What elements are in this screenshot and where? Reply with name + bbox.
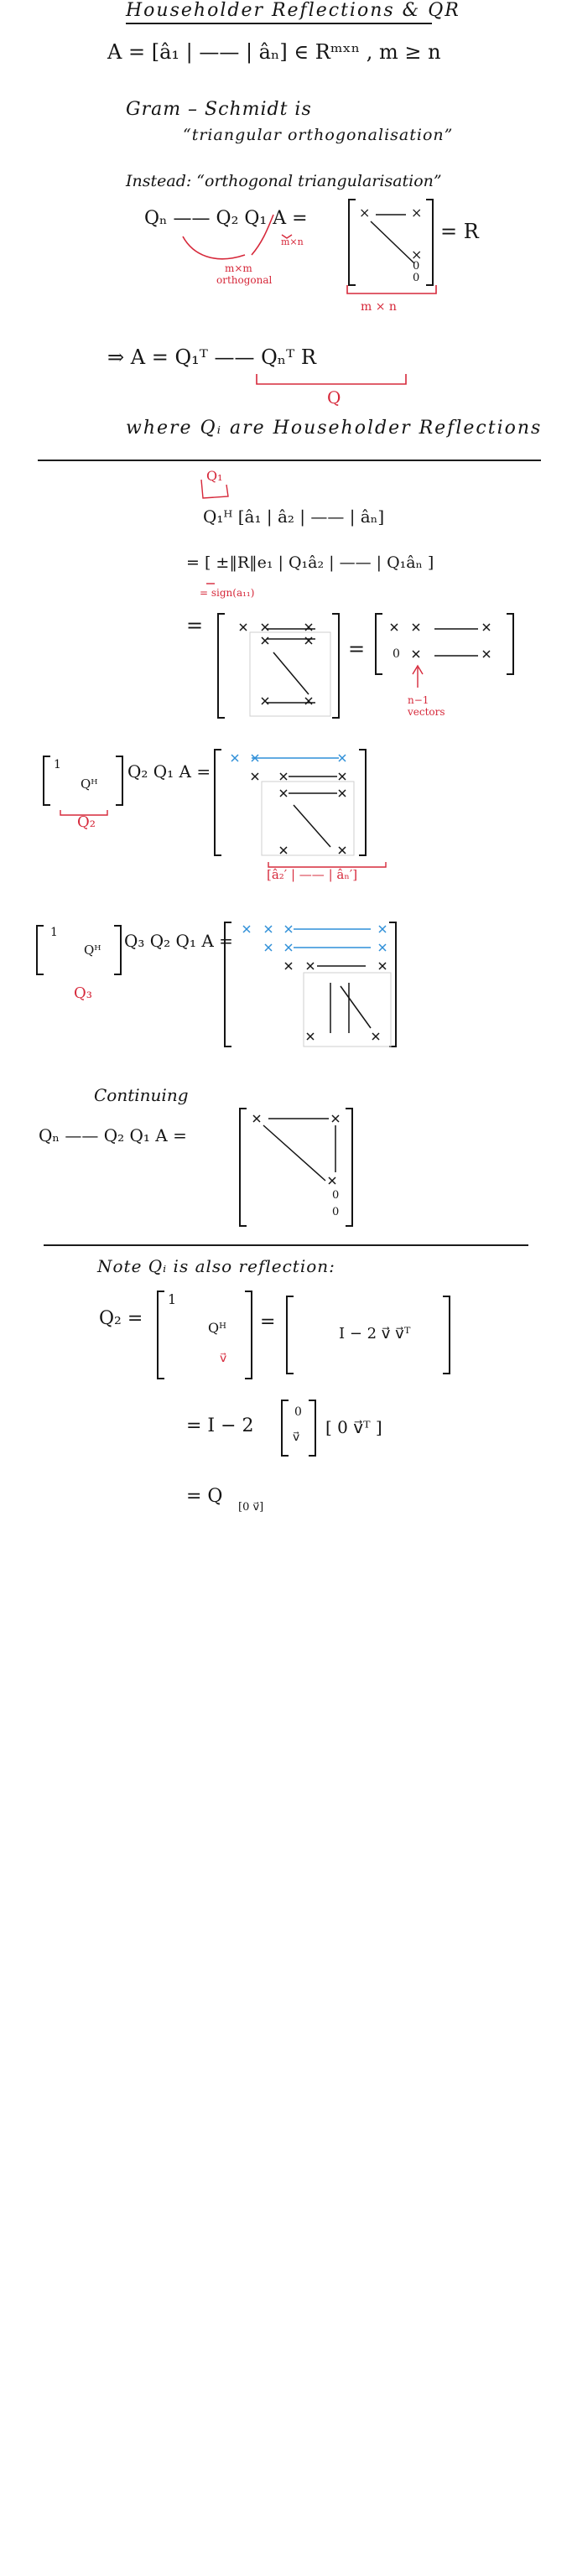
note-orthogonal: orthogonal — [216, 274, 273, 286]
q3q2q1a-matrix — [223, 919, 399, 1050]
q3-inner: Qᴴ — [84, 943, 101, 958]
q2-def-v: v⃗ — [220, 1352, 227, 1365]
q2-final: = Q — [186, 1486, 223, 1507]
q2-inner: Qᴴ — [81, 776, 98, 792]
section-divider-1 — [38, 460, 541, 461]
equals-sign: = — [348, 637, 366, 661]
underbrace-Q: Q — [327, 387, 341, 408]
reflection-matrix — [285, 1293, 453, 1377]
vectors-note: n−1 vectors — [408, 694, 445, 718]
q2-expansion: = I − 2 — [186, 1415, 254, 1436]
continuing-line: Qₙ —— Q₂ Q₁ A = — [39, 1125, 187, 1145]
equals-sign: = — [260, 1311, 276, 1332]
q2-block-matrix — [42, 753, 126, 808]
q-product-form: Qₙ —— Q₂ Q₁ A = — [144, 208, 308, 229]
r-zero: 0 — [413, 260, 420, 273]
note-mxn: m × n — [361, 300, 397, 314]
note-mxn-small: m×n — [281, 236, 304, 247]
column-zero: 0 — [294, 1405, 302, 1419]
r-entry: × — [411, 247, 423, 262]
svg-text:0: 0 — [393, 647, 400, 661]
note-line: Note Qᵢ is also reflection: — [97, 1256, 335, 1276]
q2-definition-lhs: Q₂ = — [99, 1308, 143, 1329]
q2-def-inner: Qᴴ — [208, 1320, 226, 1336]
q2-label: Q₂ — [77, 813, 96, 831]
instead-line: Instead: “orthogonal triangularisation” — [126, 172, 442, 190]
step2-columns: [â₂′ | —— | âₙ′] — [267, 867, 358, 882]
q3-label: Q₃ — [74, 984, 92, 1002]
matrix-A-definition: A = [â₁ | —— | âₙ] ∈ Rᵐˣⁿ , m ≥ n — [107, 40, 441, 64]
q1a-block-matrix — [374, 610, 517, 678]
q1-result: = [ ±‖R‖e₁ | Q₁â₂ | —— | Q₁âₙ ] — [186, 553, 434, 572]
q1-label: Q₁ — [206, 468, 223, 484]
final-zero: 0 — [332, 1206, 340, 1218]
step3-lhs: Q₃ Q₂ Q₁ A = — [124, 931, 233, 951]
q2-def-one: 1 — [168, 1291, 177, 1307]
gram-schmidt-quote: “triangular orthogonalisation” — [183, 126, 454, 144]
q1-times-A: Q₁ᴴ [â₁ | â₂ | —— | âₙ] — [203, 506, 385, 527]
q2-definition-matrix — [156, 1288, 255, 1382]
column-vector — [280, 1397, 317, 1459]
final-zero: 0 — [332, 1189, 340, 1202]
q2q1a-matrix — [213, 746, 369, 859]
equals-sign: = — [186, 614, 204, 637]
column-v: v⃗ — [293, 1431, 300, 1444]
note-mxm: m×m — [225, 262, 252, 274]
q2-final-sub: [0 v⃗] — [238, 1501, 264, 1514]
q3-block-matrix — [35, 922, 124, 978]
continuing-label: Continuing — [94, 1085, 189, 1105]
q2-block-one: 1 — [54, 758, 61, 771]
gram-schmidt-line: Gram – Schmidt is — [126, 99, 312, 120]
reflection-formula: I − 2 v⃗ v⃗ᵀ — [339, 1325, 411, 1343]
step2-lhs: Q₂ Q₁ A = — [127, 761, 211, 782]
upper-triangular-matrix: × × × 0 0 — [346, 196, 436, 288]
r-zero: 0 — [413, 272, 420, 284]
r-entry: × — [359, 205, 371, 221]
section-divider-2 — [44, 1244, 528, 1246]
final-R-matrix — [238, 1105, 356, 1229]
q3-block-one: 1 — [50, 926, 58, 939]
page-title: Householder Reflections & QR — [126, 0, 460, 21]
equals-R: = R — [440, 220, 479, 243]
where-line: where Qᵢ are Householder Reflections — [126, 418, 543, 439]
implies-A: ⇒ A = Q₁ᵀ —— Qₙᵀ R — [107, 345, 316, 369]
row-vector: [ 0 v⃗ᵀ ] — [325, 1417, 382, 1437]
title-underline — [126, 23, 432, 24]
sign-note: = sign(a₁₁) — [200, 587, 255, 599]
r-entry: × — [411, 205, 423, 221]
